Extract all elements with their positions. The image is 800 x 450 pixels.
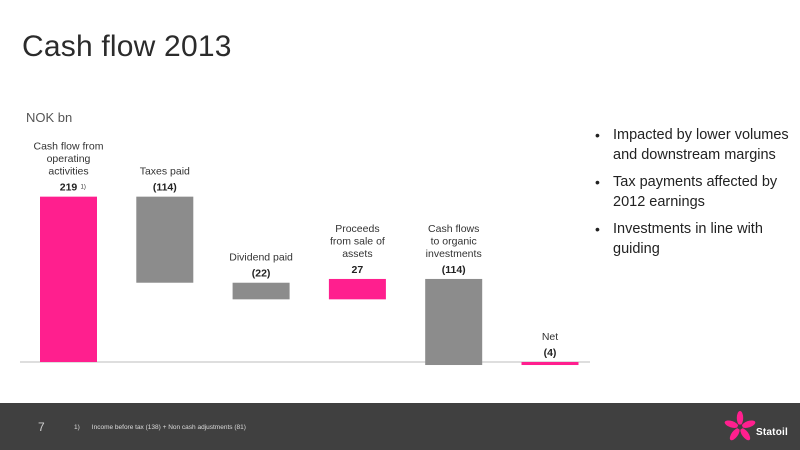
category-label: operating [47, 153, 91, 165]
logo-text: Statoil [756, 427, 788, 438]
bar-value-label: (22) [252, 268, 271, 280]
category-label: investments [426, 248, 482, 260]
footnote: 1) Income before tax (138) + Non cash adj… [74, 424, 246, 431]
bullet-item: • Investments in line with guiding [592, 220, 792, 259]
category-label: Taxes paid [140, 166, 190, 178]
bullet-dot-icon: • [595, 221, 600, 237]
category-label: to organic [431, 235, 477, 247]
category-label: from sale of [330, 235, 385, 247]
footnote-marker: 1) [74, 424, 80, 431]
chart-bar [521, 362, 579, 366]
bullet-text: Investments in line with guiding [613, 221, 763, 257]
category-label: Cash flow from [33, 141, 103, 153]
key-points-list: • Impacted by lower volumes and downstrea… [592, 126, 792, 267]
chart-bar [425, 278, 483, 366]
category-label: Dividend paid [229, 252, 293, 264]
bullet-item: • Impacted by lower volumes and downstrea… [592, 126, 792, 165]
chart-bar [232, 282, 290, 300]
star-flower-logo-icon [724, 411, 756, 441]
footnote-text: Income before tax (138) + Non cash adjus… [91, 424, 246, 431]
category-label: assets [342, 248, 372, 260]
chart-bar [40, 196, 97, 362]
statoil-logo: Statoil [724, 407, 788, 447]
footer-bar: 7 1) Income before tax (138) + Non cash a… [0, 403, 800, 450]
bar-value-label: 219 [60, 182, 78, 194]
bar-value-label: (4) [544, 347, 557, 359]
category-label: Cash flows [428, 223, 479, 235]
bar-value-label: (114) [153, 182, 177, 194]
chart-bar [136, 196, 194, 283]
bullet-dot-icon: • [595, 127, 600, 143]
chart-bar [328, 278, 386, 300]
page-number: 7 [38, 420, 45, 434]
bullet-text: Impacted by lower volumes and downstream… [613, 127, 789, 163]
category-label: activities [48, 166, 88, 178]
bullet-dot-icon: • [595, 174, 600, 190]
category-label: Proceeds [335, 223, 379, 235]
page-title: Cash flow 2013 [22, 30, 232, 63]
category-label: Net [542, 331, 558, 343]
unit-label: NOK bn [26, 110, 73, 125]
bullet-text: Tax payments affected by 2012 earnings [613, 174, 778, 210]
bar-value-label: 27 [352, 264, 364, 276]
bar-value-label: (114) [442, 264, 466, 276]
bullet-item: • Tax payments affected by 2012 earnings [592, 173, 792, 212]
bar-footnote-marker: 1) [81, 185, 86, 191]
